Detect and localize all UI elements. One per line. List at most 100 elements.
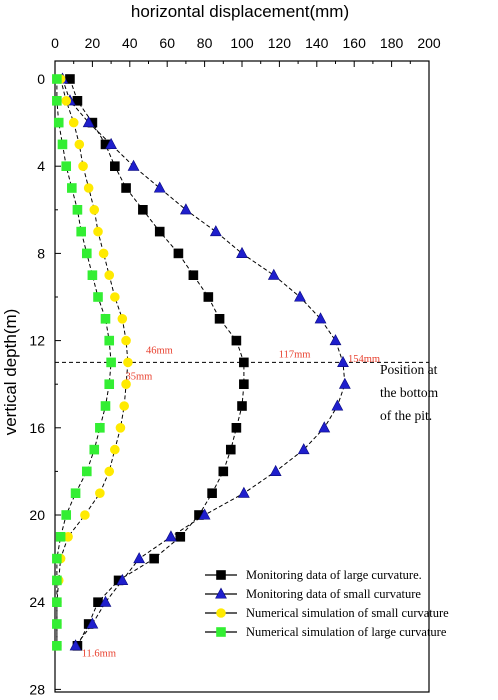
x-tick-label: 100 <box>230 35 254 51</box>
data-point <box>337 355 349 367</box>
data-point <box>149 553 159 564</box>
data-point <box>214 313 225 324</box>
data-point <box>93 292 103 302</box>
data-point <box>237 401 247 411</box>
data-point <box>329 334 342 346</box>
data-point <box>121 335 131 346</box>
data-point <box>70 488 81 499</box>
annotations: 46mm 35mm 117mm 154mm 11.6mm <box>82 345 380 659</box>
data-point <box>138 205 148 215</box>
data-point <box>173 248 184 259</box>
x-tick-label: 180 <box>380 35 404 51</box>
data-point <box>69 639 82 651</box>
annotation-label: 117mm <box>279 350 311 361</box>
data-point <box>55 531 66 542</box>
legend-label: Monitoring data of large curvature. <box>246 568 422 582</box>
legend: Monitoring data of large curvature. Monit… <box>205 568 449 639</box>
data-point <box>81 248 92 259</box>
data-point <box>294 290 306 302</box>
data-point <box>175 531 186 542</box>
pit-bottom-label: the bottom <box>380 385 439 400</box>
data-point <box>104 270 115 281</box>
data-point <box>104 466 115 477</box>
data-point <box>153 181 166 193</box>
data-point <box>314 312 327 324</box>
data-point <box>83 183 94 193</box>
data-point <box>57 139 68 150</box>
x-tick-label: 60 <box>159 35 175 51</box>
data-point <box>106 357 116 368</box>
y-tick-label: 16 <box>29 420 45 436</box>
data-point <box>52 597 62 608</box>
annotation-label: 154mm <box>348 354 380 365</box>
data-point <box>104 335 115 346</box>
data-point <box>231 335 242 346</box>
data-point <box>215 587 227 599</box>
data-point <box>99 595 112 607</box>
y-tick-label: 4 <box>37 158 45 174</box>
y-tick-label: 12 <box>29 333 45 349</box>
data-point <box>216 570 226 580</box>
data-point <box>93 226 103 237</box>
y-tick-label: 28 <box>29 681 45 697</box>
data-point <box>179 203 192 215</box>
data-point <box>225 444 236 455</box>
x-tick-label: 140 <box>305 35 329 51</box>
data-point <box>198 508 211 520</box>
data-point <box>74 139 85 150</box>
pit-bottom-label: Position at <box>380 362 438 377</box>
data-point <box>95 422 105 433</box>
y-tick-label: 24 <box>29 594 45 610</box>
data-point <box>52 619 62 629</box>
data-point <box>76 226 86 237</box>
data-point <box>236 246 248 258</box>
data-point <box>95 488 105 499</box>
x-axis-title: horizontal displacement(mm) <box>131 2 349 21</box>
data-point <box>72 205 83 215</box>
data-point <box>52 575 62 586</box>
data-point <box>61 510 72 520</box>
data-point <box>89 205 100 215</box>
data-point <box>115 422 126 433</box>
data-point <box>105 137 118 149</box>
data-point <box>86 617 99 629</box>
annotation-label: 11.6mm <box>82 648 116 659</box>
data-point <box>116 573 129 585</box>
data-point <box>216 608 226 618</box>
pit-bottom-label: of the pit. <box>380 408 432 423</box>
y-tick-label: 0 <box>37 71 45 87</box>
data-point <box>78 161 88 171</box>
data-point <box>52 553 62 564</box>
data-point <box>203 292 214 302</box>
data-point <box>269 464 282 476</box>
data-point <box>231 422 242 433</box>
data-point <box>123 357 133 368</box>
data-point <box>331 399 344 411</box>
data-point <box>216 627 226 637</box>
data-point <box>188 270 199 281</box>
annotation-label: 46mm <box>146 345 173 356</box>
axis-ticks: 0 20 40 60 80 100 120 140 160 180 200 0 4 8 12 16 20 24 28 <box>29 35 440 697</box>
data-point <box>81 466 92 477</box>
data-point <box>67 183 77 193</box>
data-point <box>104 379 115 390</box>
x-tick-label: 160 <box>343 35 367 51</box>
data-point <box>89 444 100 455</box>
x-tick-label: 200 <box>417 35 441 51</box>
legend-label: Numerical simulation of large curvature <box>246 625 447 639</box>
series-4 <box>52 74 116 651</box>
data-point <box>133 552 146 564</box>
data-point <box>267 268 280 280</box>
data-point <box>237 486 250 498</box>
data-point <box>68 117 79 128</box>
data-point <box>127 159 140 171</box>
data-point <box>82 116 95 128</box>
data-point <box>52 74 62 84</box>
x-tick-label: 0 <box>51 35 59 51</box>
data-point <box>98 248 109 259</box>
data-point <box>52 640 62 651</box>
x-tick-label: 40 <box>122 35 138 51</box>
legend-label: Numerical simulation of small curvature <box>246 606 449 620</box>
data-point <box>338 377 351 389</box>
